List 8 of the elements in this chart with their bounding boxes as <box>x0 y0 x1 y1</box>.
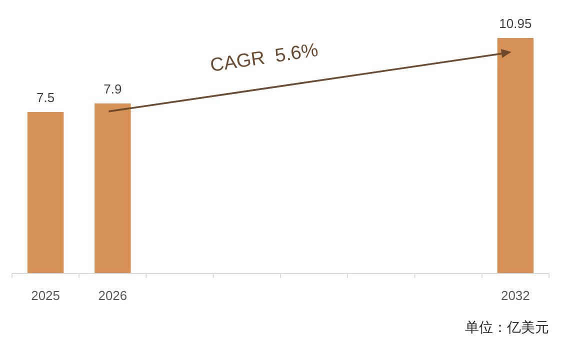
x-tick-label: 2026 <box>98 288 128 303</box>
data-label: 7.9 <box>104 81 122 96</box>
x-tick-label: 2025 <box>31 288 60 303</box>
x-tick-label: 2032 <box>500 288 530 303</box>
data-label: 7.5 <box>36 90 55 106</box>
annotation: CAGR 5.6% <box>208 40 320 77</box>
text: 单位：亿美元 <box>465 319 549 335</box>
data-label: 10.95 <box>499 16 532 31</box>
